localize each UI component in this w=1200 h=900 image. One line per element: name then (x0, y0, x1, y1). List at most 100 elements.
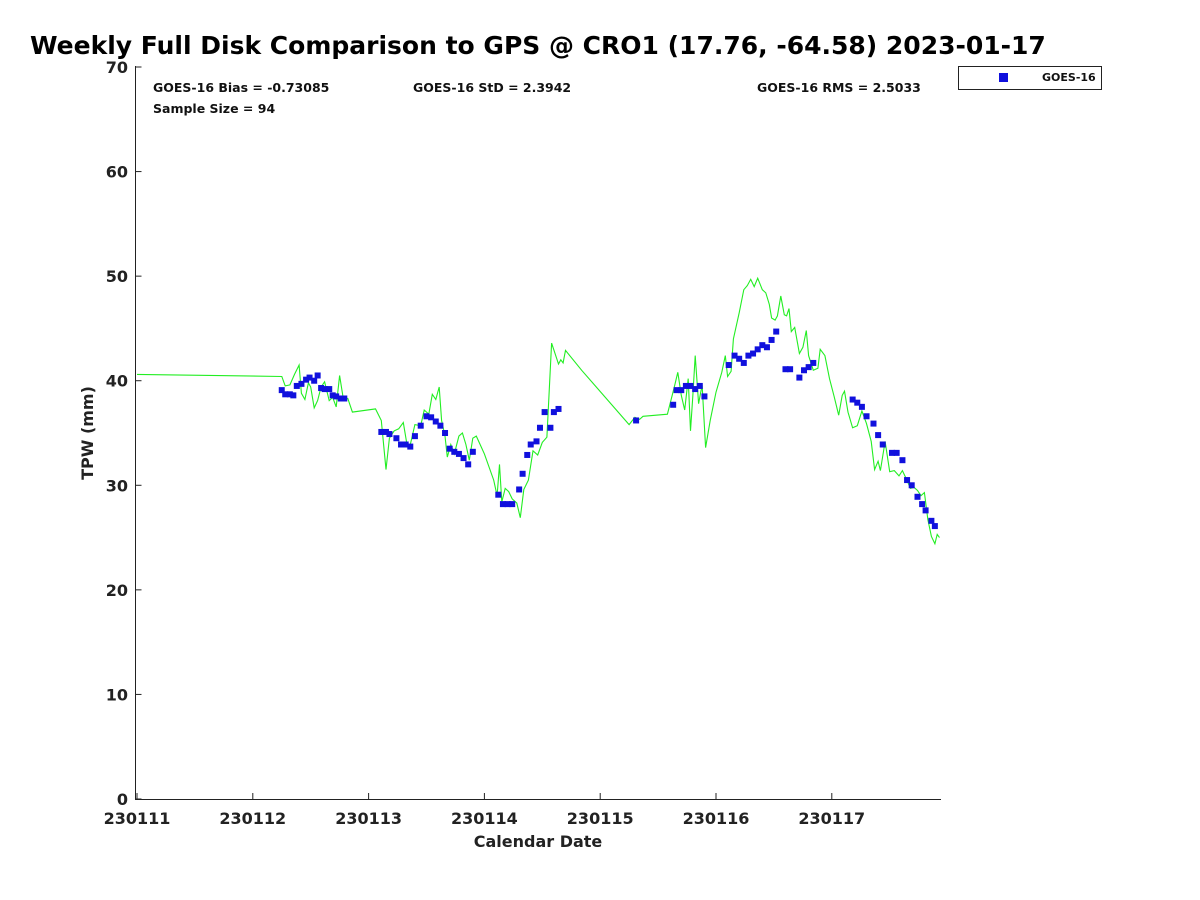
data-point-goes-16 (805, 364, 812, 371)
data-point-goes-16 (326, 386, 333, 393)
data-point-goes-16 (469, 448, 476, 455)
data-point-goes-16 (754, 346, 761, 353)
data-point-goes-16 (908, 482, 915, 489)
data-point-goes-16 (801, 367, 808, 374)
data-point-goes-16 (810, 359, 817, 366)
legend-box (958, 66, 1102, 90)
legend-swatch-goes-16 (999, 73, 1008, 82)
x-tick-label: 230112 (219, 809, 286, 828)
stat-sample-size: Sample Size = 94 (153, 101, 275, 116)
data-point-goes-16 (745, 352, 752, 359)
data-point-goes-16 (402, 441, 409, 448)
y-tick-label: 60 (106, 163, 128, 182)
data-point-goes-16 (321, 386, 328, 393)
series-line-gps (136, 276, 940, 546)
data-point-goes-16 (333, 393, 340, 400)
y-tick-label: 40 (106, 372, 128, 391)
data-point-goes-16 (550, 409, 557, 416)
y-tick-label: 0 (117, 790, 128, 809)
data-point-goes-16 (701, 393, 708, 400)
data-point-goes-16 (863, 413, 870, 420)
data-point-goes-16 (446, 445, 453, 452)
stat-bias: GOES-16 Bias = -0.73085 (153, 80, 329, 95)
data-point-goes-16 (417, 422, 424, 429)
data-point-goes-16 (516, 486, 523, 493)
data-point-goes-16 (398, 441, 405, 448)
data-point-goes-16 (378, 428, 385, 435)
data-point-goes-16 (495, 491, 502, 498)
x-tick-label: 230113 (335, 809, 402, 828)
data-point-goes-16 (854, 399, 861, 406)
x-tick-label: 230114 (451, 809, 518, 828)
data-point-goes-16 (919, 501, 926, 508)
data-point-goes-16 (914, 493, 921, 500)
data-point-goes-16 (740, 359, 747, 366)
data-point-goes-16 (519, 470, 526, 477)
data-point-goes-16 (682, 382, 689, 389)
stat-std: GOES-16 StD = 2.3942 (413, 80, 571, 95)
x-tick-label: 230116 (683, 809, 750, 828)
data-point-goes-16 (407, 443, 414, 450)
data-point-goes-16 (555, 405, 562, 412)
data-point-goes-16 (696, 382, 703, 389)
data-point-goes-16 (928, 517, 935, 524)
y-tick-label: 20 (106, 581, 128, 600)
data-point-goes-16 (870, 420, 877, 427)
data-point-goes-16 (541, 409, 548, 416)
data-point-goes-16 (303, 376, 310, 383)
data-point-goes-16 (899, 457, 906, 464)
x-axis-label: Calendar Date (474, 832, 603, 851)
data-point-goes-16 (386, 431, 393, 438)
data-point-goes-16 (763, 344, 770, 351)
x-axis-ticks: 230111 230112 230113 230114 230115 230116 2301… (104, 793, 865, 828)
x-tick-label: 230115 (567, 809, 634, 828)
data-point-goes-16 (293, 382, 300, 389)
data-point-goes-16 (796, 374, 803, 381)
data-point-goes-16 (875, 432, 882, 439)
y-tick-label: 50 (106, 267, 128, 286)
data-point-goes-16 (670, 401, 677, 408)
data-point-goes-16 (341, 395, 348, 402)
data-point-goes-16 (524, 451, 531, 458)
data-point-goes-16 (849, 396, 856, 403)
data-point-goes-16 (499, 501, 506, 508)
data-point-goes-16 (687, 382, 694, 389)
data-point-goes-16 (278, 387, 285, 394)
data-point-goes-16 (314, 372, 321, 379)
data-point-goes-16 (504, 501, 511, 508)
y-tick-label: 70 (106, 58, 128, 77)
legend: GOES-16 (958, 66, 1102, 90)
data-point-goes-16 (282, 391, 289, 398)
data-point-goes-16 (536, 424, 543, 431)
data-point-goes-16 (306, 374, 313, 381)
data-point-goes-16 (437, 422, 444, 429)
data-point-goes-16 (678, 387, 685, 394)
data-point-goes-16 (922, 507, 929, 514)
data-point-goes-16 (782, 366, 789, 373)
chart-title: Weekly Full Disk Comparison to GPS @ CRO… (30, 31, 1046, 60)
data-point-goes-16 (893, 449, 900, 456)
data-point-goes-16 (311, 377, 318, 384)
data-point-goes-16 (858, 403, 865, 410)
y-axis-ticks: 0 10 20 30 40 50 60 70 (106, 58, 142, 809)
data-point-goes-16 (904, 477, 911, 484)
data-point-goes-16 (750, 350, 757, 357)
data-point-goes-16 (768, 336, 775, 343)
legend-label-goes-16: GOES-16 (1042, 71, 1096, 84)
data-point-goes-16 (298, 380, 305, 387)
y-axis-label: TPW (mm) (78, 386, 97, 480)
data-point-goes-16 (337, 395, 344, 402)
stat-rms: GOES-16 RMS = 2.5033 (757, 80, 921, 95)
data-point-goes-16 (465, 461, 472, 468)
data-point-goes-16 (787, 366, 794, 373)
data-point-goes-16 (329, 392, 336, 399)
data-point-goes-16 (382, 428, 389, 435)
data-point-goes-16 (731, 352, 738, 359)
data-point-goes-16 (673, 387, 680, 394)
data-point-goes-16 (411, 433, 418, 440)
data-point-goes-16 (393, 435, 400, 442)
data-point-goes-16 (428, 414, 435, 421)
data-point-goes-16 (773, 328, 780, 335)
data-point-goes-16 (432, 418, 439, 425)
data-point-goes-16 (442, 430, 449, 436)
